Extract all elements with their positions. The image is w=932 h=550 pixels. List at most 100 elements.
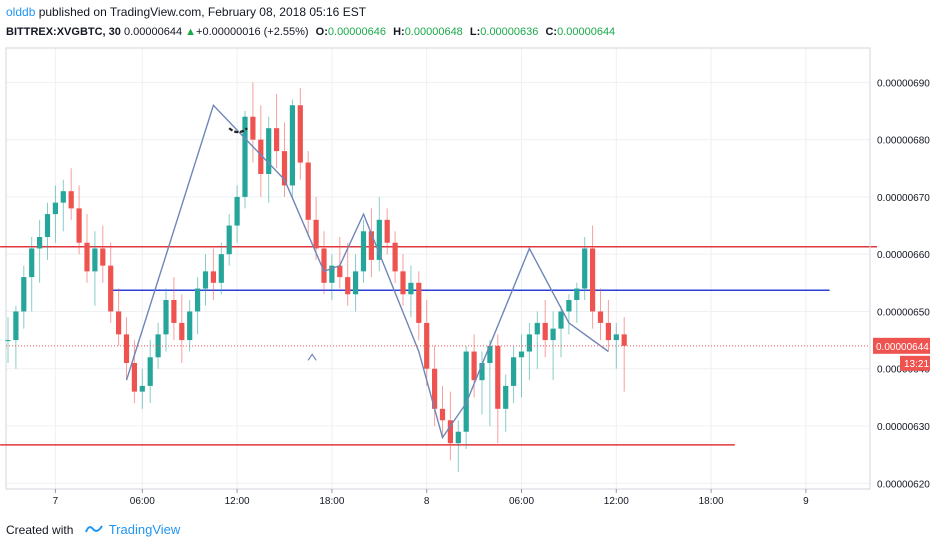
last-price-badge xyxy=(873,337,930,354)
time-tick-label: 12:00 xyxy=(225,496,250,507)
candle-body xyxy=(376,219,382,260)
candle-body xyxy=(582,248,588,289)
candle-body xyxy=(518,351,525,358)
candle-body xyxy=(155,334,161,358)
candle-body xyxy=(511,357,517,386)
candle-body xyxy=(463,351,469,432)
candle-body xyxy=(13,311,19,341)
candle-body xyxy=(313,219,319,249)
tradingview-brand[interactable]: TradingView xyxy=(108,522,181,537)
candle-body xyxy=(447,420,453,444)
chart-grid xyxy=(6,48,870,489)
ohlc-legend: BITTREX:XVGBTC, 30 0.00000644 ▲+0.000000… xyxy=(6,26,615,38)
price-tick-label: 0.00000670 xyxy=(877,193,930,204)
arc-marker[interactable] xyxy=(228,127,248,134)
time-tick-label: 7 xyxy=(53,496,59,507)
last-price: 0.00000644 xyxy=(123,26,183,38)
open-label: O: xyxy=(315,26,328,38)
candle-body xyxy=(21,277,27,312)
candle-body xyxy=(116,311,122,335)
candle-body xyxy=(526,334,532,352)
last-price-badge-text: 0.00000644 xyxy=(876,342,929,353)
candle-body xyxy=(590,248,596,312)
author-link[interactable]: olddb xyxy=(6,5,36,19)
candle-body xyxy=(345,277,351,295)
candle-body xyxy=(210,271,216,283)
candle-body xyxy=(60,191,66,203)
candle-body xyxy=(621,334,627,346)
price-tick-label: 0.00000630 xyxy=(877,422,930,433)
candle-body xyxy=(408,282,414,295)
footer: Created with TradingView xyxy=(6,522,180,538)
high-value: 0.00000648 xyxy=(404,26,463,38)
candle-body xyxy=(202,271,209,289)
candle-body xyxy=(455,431,461,444)
candle-body xyxy=(187,311,193,341)
candle-body xyxy=(274,128,280,152)
candle-body xyxy=(613,334,619,341)
candle-body xyxy=(234,196,240,226)
created-with-text: Created with xyxy=(6,523,74,537)
last-price-marker: 0.00000644 13:21 xyxy=(6,337,930,371)
candle-body xyxy=(297,105,303,163)
candle-body xyxy=(360,231,367,272)
candle-body xyxy=(487,345,493,363)
candle-body xyxy=(432,368,438,409)
candle-body xyxy=(131,363,137,392)
candle-body xyxy=(52,202,58,215)
candle-body xyxy=(226,225,232,255)
candle-body xyxy=(44,214,51,237)
high-label: H: xyxy=(393,26,405,38)
candle-body xyxy=(218,254,224,283)
candle-body xyxy=(550,328,556,341)
time-tick-label: 8 xyxy=(424,496,430,507)
candle-body xyxy=(384,219,390,243)
close-value: 0.00000644 xyxy=(557,26,616,38)
candle-body xyxy=(566,300,572,312)
candle-body xyxy=(163,300,169,335)
time-axis[interactable]: 7 06:00 12:00 18:00 8 06:00 12:00 18:00 9 xyxy=(53,489,810,507)
price-tick-label: 0.00000680 xyxy=(877,136,930,147)
candle-body xyxy=(368,231,374,260)
candle-body xyxy=(195,288,201,312)
candle-body xyxy=(29,248,35,278)
candle-body xyxy=(266,128,272,174)
trend-path[interactable] xyxy=(125,103,609,440)
horizontal-lines[interactable] xyxy=(0,245,877,446)
change-up-icon: ▲ xyxy=(185,26,197,38)
time-tick-label: 18:00 xyxy=(699,496,724,507)
countdown-badge xyxy=(900,355,930,371)
price-axis[interactable]: 0.00000690 0.00000680 0.00000670 0.00000660… xyxy=(869,48,930,490)
publish-text: published on TradingView.com, February 0… xyxy=(35,5,367,19)
candle-body xyxy=(76,208,82,243)
candle-body xyxy=(605,322,611,341)
candle-body xyxy=(37,237,43,249)
price-chart[interactable]: 0.00000690 0.00000680 0.00000670 0.00000660… xyxy=(0,0,932,515)
candle-body xyxy=(392,242,398,272)
candle-body xyxy=(329,265,335,283)
candle-body xyxy=(123,334,130,363)
candle-body xyxy=(258,139,264,174)
candle-body xyxy=(597,311,604,323)
candle-body xyxy=(542,322,548,341)
open-value: 0.00000646 xyxy=(327,26,387,38)
candle-body xyxy=(92,248,98,272)
close-label: C: xyxy=(545,26,558,38)
candle-body xyxy=(321,248,327,283)
candle-body xyxy=(250,116,256,140)
symbol-label[interactable]: BITTREX:XVGBTC, 30 xyxy=(6,26,121,38)
trend-drawings[interactable] xyxy=(125,103,609,440)
candle-body xyxy=(574,288,580,300)
low-label: L: xyxy=(469,26,481,38)
candle-body xyxy=(479,363,485,381)
time-tick-label: 18:00 xyxy=(319,496,344,507)
caret-marker[interactable] xyxy=(307,353,317,361)
candle-body xyxy=(171,300,177,323)
candle-body xyxy=(503,385,509,409)
low-value: 0.00000636 xyxy=(480,26,539,38)
change-value: +0.00000016 (+2.55%) xyxy=(196,26,309,38)
candle-body xyxy=(400,271,406,295)
candle-body xyxy=(147,357,153,386)
time-tick-label: 12:00 xyxy=(604,496,629,507)
candle-body xyxy=(305,162,311,220)
